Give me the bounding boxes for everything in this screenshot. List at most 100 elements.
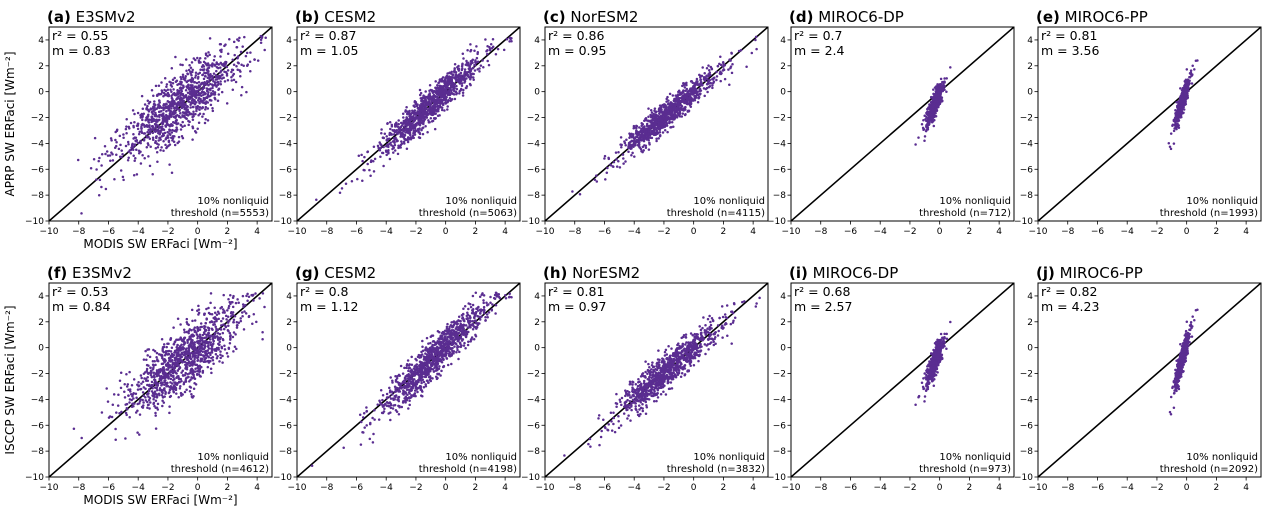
data-point: [211, 86, 214, 90]
threshold-count: threshold (n=5063): [419, 208, 517, 219]
data-point: [219, 350, 222, 353]
data-point: [708, 84, 712, 88]
data-point: [179, 128, 183, 131]
data-point: [155, 150, 159, 154]
data-point: [157, 131, 160, 135]
data-point: [189, 371, 192, 375]
data-point: [460, 68, 464, 72]
y-tick-label: 0: [780, 88, 786, 98]
data-point: [183, 104, 187, 107]
data-point: [379, 155, 382, 158]
data-point: [124, 144, 128, 148]
data-point: [143, 137, 146, 141]
data-point: [683, 86, 687, 89]
data-point: [669, 101, 673, 104]
data-point: [166, 99, 170, 103]
data-point: [644, 144, 648, 147]
data-point: [80, 212, 83, 215]
data-point: [1180, 107, 1184, 110]
data-point: [121, 175, 125, 179]
data-point: [147, 113, 150, 116]
data-point: [100, 411, 104, 414]
data-point: [220, 319, 223, 323]
data-point: [387, 152, 390, 155]
data-point: [1169, 132, 1173, 135]
data-point: [192, 105, 195, 109]
data-point: [669, 108, 673, 112]
data-point: [184, 379, 187, 382]
data-point: [170, 90, 173, 93]
data-point: [398, 129, 402, 133]
data-point: [163, 120, 167, 123]
one-to-one-line: [791, 27, 1014, 221]
data-point: [233, 345, 237, 349]
data-point: [628, 144, 631, 147]
r2-label: r² = 0.55: [52, 28, 108, 43]
data-point: [505, 37, 509, 41]
data-point: [188, 120, 191, 124]
data-point: [137, 151, 141, 155]
data-point: [614, 151, 618, 154]
data-point: [215, 69, 218, 73]
data-point: [223, 80, 227, 83]
data-point: [193, 80, 197, 84]
data-point: [407, 131, 410, 135]
data-point: [453, 97, 457, 101]
data-point: [206, 76, 210, 80]
y-tick-label: −4: [31, 139, 45, 149]
data-point: [185, 97, 189, 101]
data-point: [395, 140, 398, 143]
data-point: [241, 45, 244, 48]
data-point: [941, 80, 944, 84]
data-point: [942, 83, 945, 86]
data-point: [209, 103, 213, 107]
data-point: [386, 143, 389, 146]
data-point: [659, 126, 662, 130]
data-point: [263, 48, 266, 52]
data-point: [181, 111, 185, 114]
x-tick-label: 4: [502, 227, 508, 237]
data-point: [141, 118, 144, 122]
data-point: [449, 75, 453, 79]
data-point: [474, 59, 477, 62]
data-point: [607, 156, 610, 160]
data-point: [637, 130, 640, 134]
data-point: [424, 90, 427, 93]
panel-letter: (d): [789, 8, 813, 26]
data-point: [930, 103, 933, 106]
data-point: [225, 102, 229, 105]
x-tick-label: 0: [691, 227, 697, 237]
data-point: [129, 121, 133, 125]
data-point: [440, 98, 444, 102]
data-point: [216, 99, 220, 103]
data-point: [237, 301, 240, 304]
data-point: [155, 118, 158, 121]
data-point: [141, 380, 145, 384]
y-tick-label: 0: [534, 88, 540, 98]
data-point: [630, 154, 633, 157]
data-point: [179, 124, 183, 127]
data-point: [484, 38, 487, 41]
data-point: [244, 303, 247, 307]
data-point: [239, 317, 242, 320]
data-point: [420, 99, 423, 103]
data-point: [186, 108, 189, 111]
y-tick-label: −4: [279, 139, 293, 149]
data-point: [161, 399, 164, 402]
data-point: [459, 71, 463, 75]
y-tick-label: −2: [31, 114, 44, 124]
data-point: [382, 136, 386, 140]
data-point: [206, 345, 210, 348]
data-point: [168, 411, 171, 415]
data-point: [446, 105, 449, 108]
data-point: [198, 71, 202, 75]
threshold-note: 10% nonliquid: [445, 196, 517, 207]
data-point: [363, 155, 366, 159]
data-point: [650, 111, 654, 114]
data-point: [923, 135, 927, 138]
data-point: [408, 109, 411, 113]
data-point: [171, 120, 175, 124]
data-point: [135, 124, 139, 127]
data-point: [219, 82, 223, 86]
data-point: [402, 125, 406, 128]
